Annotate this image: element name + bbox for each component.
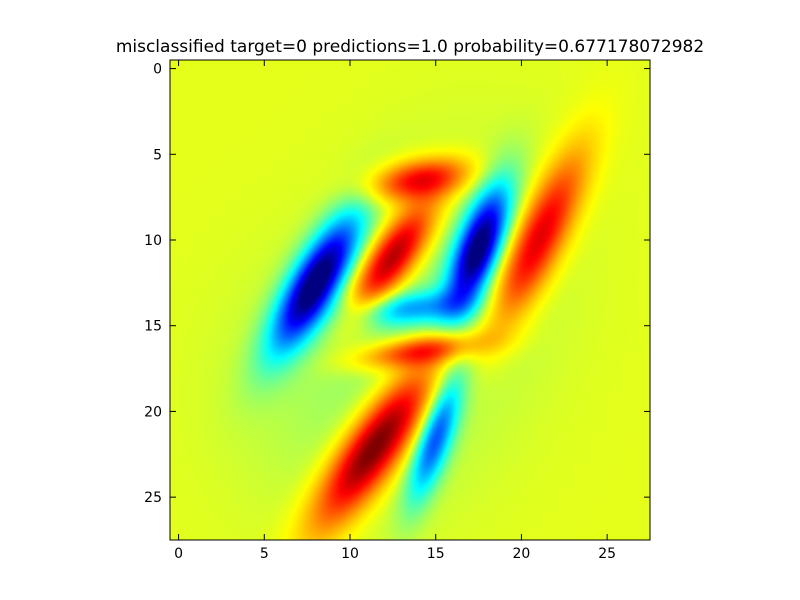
x-tick-label: 5 [260, 546, 269, 562]
x-tick-label: 10 [341, 546, 359, 562]
plot-frame [169, 59, 651, 541]
y-tick-label: 5 [153, 147, 162, 163]
x-tick-label: 25 [598, 546, 616, 562]
y-tick-label: 20 [144, 404, 162, 420]
heatmap-image-frame [170, 60, 650, 540]
x-tick-label: 0 [174, 546, 183, 562]
y-tick-label: 0 [153, 62, 162, 78]
x-tick-label: 20 [513, 546, 531, 562]
x-axis: 0 5 10 15 20 25 [174, 60, 616, 562]
y-axis: 0 5 10 15 20 25 [144, 62, 650, 506]
y-tick-label: 25 [144, 490, 162, 506]
chart-title: misclassified target=0 predictions=1.0 p… [116, 37, 704, 57]
heatmap-image [170, 60, 650, 540]
x-tick-label: 15 [427, 546, 445, 562]
y-tick-label: 15 [144, 319, 162, 335]
y-tick-label: 10 [144, 233, 162, 249]
